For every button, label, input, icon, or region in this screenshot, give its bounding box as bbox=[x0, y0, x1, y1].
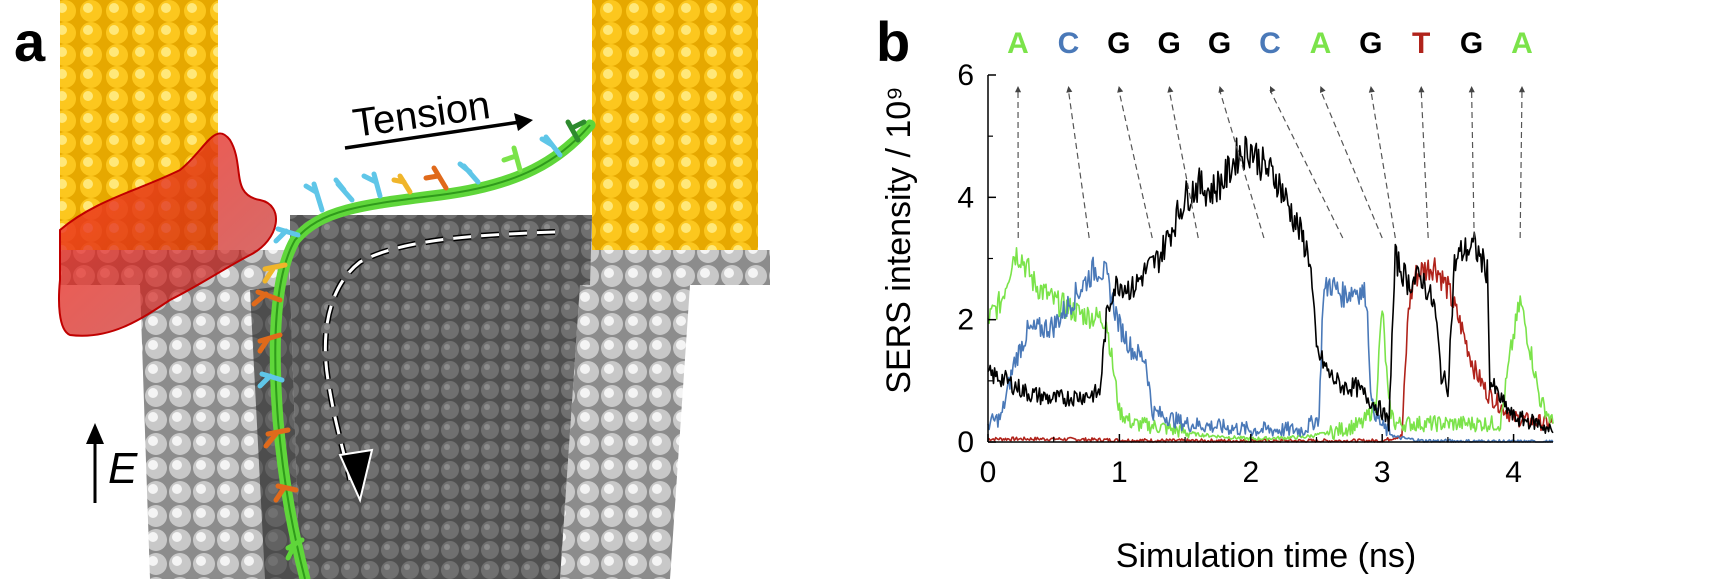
sequence-letter: G bbox=[1359, 27, 1382, 60]
y-tick-label: 2 bbox=[957, 304, 974, 337]
y-axis-label: SERS intensity / 10⁹ bbox=[880, 86, 918, 393]
right-pore-wall bbox=[560, 285, 690, 579]
series-line-g bbox=[988, 137, 1553, 434]
sequence-pointer-head bbox=[1369, 86, 1375, 93]
series-line-c bbox=[988, 257, 1553, 442]
tension-label: Tension bbox=[350, 83, 493, 146]
right-gold-electrode bbox=[592, 0, 758, 255]
sequence-pointer-head bbox=[1015, 86, 1021, 92]
tension-arrowhead bbox=[514, 113, 533, 131]
x-tick-label: 0 bbox=[980, 456, 997, 489]
sequence-letter: C bbox=[1259, 27, 1281, 60]
sequence-letter: A bbox=[1310, 27, 1332, 60]
sequence-pointer bbox=[1169, 90, 1198, 238]
sequence-pointer bbox=[1320, 90, 1382, 238]
sequence-pointer-head bbox=[1066, 86, 1072, 93]
field-arrowhead bbox=[86, 423, 104, 444]
x-tick-label: 3 bbox=[1374, 456, 1391, 489]
sequence-pointer bbox=[1371, 90, 1396, 238]
sequence-letter: A bbox=[1007, 27, 1029, 60]
sequence-pointer bbox=[1068, 90, 1089, 238]
y-tick-label: 0 bbox=[957, 426, 974, 459]
sequence-pointer bbox=[1270, 90, 1343, 238]
sequence-letter: G bbox=[1208, 27, 1231, 60]
sequence-pointer-head bbox=[1117, 86, 1123, 93]
sequence-pointer-head bbox=[1419, 86, 1425, 92]
nanopore-illustration: Tension E bbox=[0, 0, 870, 579]
series-line-t bbox=[988, 258, 1553, 442]
sequence-pointer bbox=[1520, 90, 1522, 238]
x-tick-label: 2 bbox=[1242, 456, 1259, 489]
sequence-letter: A bbox=[1511, 27, 1533, 60]
sequence-pointer-head bbox=[1469, 86, 1475, 92]
x-tick-label: 4 bbox=[1505, 456, 1522, 489]
x-axis-label: Simulation time (ns) bbox=[1116, 537, 1416, 575]
x-tick-label: 1 bbox=[1111, 456, 1128, 489]
sequence-pointer-head bbox=[1270, 86, 1276, 93]
sequence-pointer-head bbox=[1320, 86, 1326, 93]
series-line-a bbox=[988, 248, 1553, 441]
sequence-letter: G bbox=[1460, 27, 1483, 60]
sequence-letter: C bbox=[1058, 27, 1080, 60]
sequence-letter: G bbox=[1158, 27, 1181, 60]
y-tick-label: 6 bbox=[957, 59, 974, 92]
sequence-pointer-head bbox=[1167, 86, 1173, 93]
field-label: E bbox=[108, 444, 138, 493]
sequence-pointer bbox=[1421, 90, 1428, 238]
axes-layer: 0 1 2 3 4 0 2 4 6 bbox=[957, 59, 1553, 489]
sequence-letter: T bbox=[1412, 27, 1430, 60]
sequence-pointer-head bbox=[1219, 86, 1225, 93]
sequence-pointer bbox=[1119, 90, 1152, 238]
sequence-pointer bbox=[1472, 90, 1475, 238]
sequence-pointer-head bbox=[1519, 86, 1525, 92]
y-tick-label: 4 bbox=[957, 181, 974, 214]
pore-interior bbox=[290, 215, 592, 579]
sequence-letter: G bbox=[1107, 27, 1130, 60]
panel-a-illustration: Tension E bbox=[0, 0, 870, 579]
series-layer bbox=[988, 137, 1553, 442]
